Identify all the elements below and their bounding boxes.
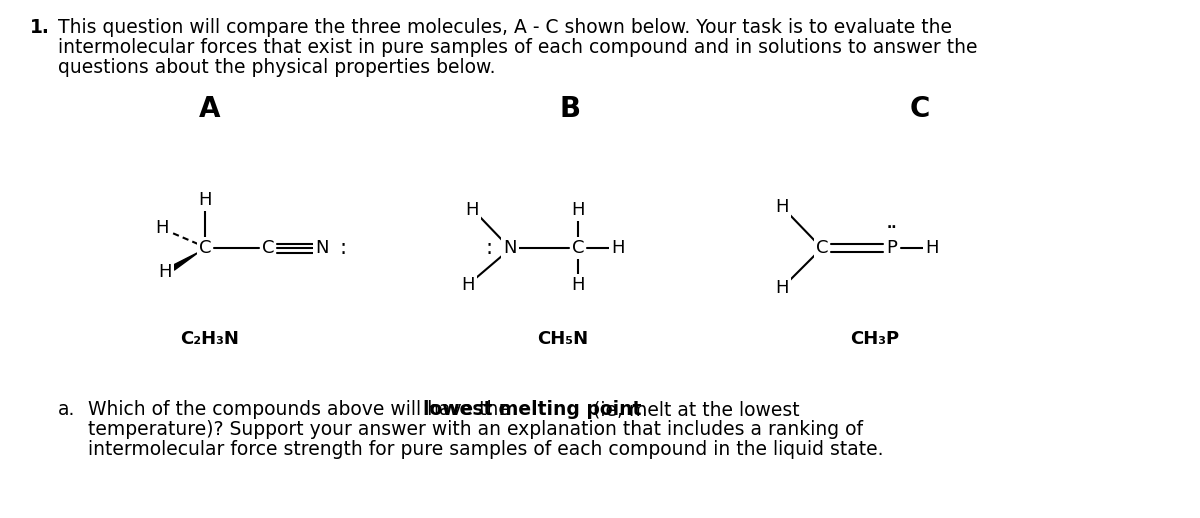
- Text: C: C: [571, 239, 584, 257]
- Text: N: N: [503, 239, 517, 257]
- Text: (ie, melt at the lowest: (ie, melt at the lowest: [587, 400, 799, 419]
- Text: lowest melting point: lowest melting point: [422, 400, 641, 419]
- Text: N: N: [316, 239, 329, 257]
- Text: ··: ··: [887, 221, 898, 235]
- Text: C: C: [910, 95, 930, 123]
- Text: H: H: [155, 219, 169, 237]
- Text: P: P: [887, 239, 898, 257]
- Text: :: :: [340, 238, 347, 258]
- Text: This question will compare the three molecules, A - C shown below. Your task is : This question will compare the three mol…: [58, 18, 952, 37]
- Polygon shape: [172, 252, 199, 270]
- Text: H: H: [775, 198, 788, 216]
- Text: a.: a.: [58, 400, 76, 419]
- Text: C₂H₃N: C₂H₃N: [180, 330, 240, 348]
- Text: CH₅N: CH₅N: [538, 330, 588, 348]
- Text: temperature)? Support your answer with an explanation that includes a ranking of: temperature)? Support your answer with a…: [88, 420, 863, 439]
- Text: CH₃P: CH₃P: [851, 330, 900, 348]
- Text: intermolecular forces that exist in pure samples of each compound and in solutio: intermolecular forces that exist in pure…: [58, 38, 978, 57]
- Text: H: H: [158, 263, 172, 281]
- Text: H: H: [775, 279, 788, 297]
- Text: H: H: [466, 201, 479, 219]
- Text: H: H: [925, 239, 938, 257]
- Text: H: H: [611, 239, 625, 257]
- Text: B: B: [559, 95, 581, 123]
- Text: Which of the compounds above will have the: Which of the compounds above will have t…: [88, 400, 516, 419]
- Text: H: H: [571, 276, 584, 294]
- Text: intermolecular force strength for pure samples of each compound in the liquid st: intermolecular force strength for pure s…: [88, 440, 883, 459]
- Text: C: C: [199, 239, 211, 257]
- Text: questions about the physical properties below.: questions about the physical properties …: [58, 58, 496, 77]
- Text: C: C: [816, 239, 828, 257]
- Text: H: H: [461, 276, 475, 294]
- Text: H: H: [198, 191, 211, 209]
- Text: 1.: 1.: [30, 18, 50, 37]
- Text: A: A: [199, 95, 221, 123]
- Text: H: H: [571, 201, 584, 219]
- Text: C: C: [262, 239, 275, 257]
- Text: :: :: [485, 238, 492, 258]
